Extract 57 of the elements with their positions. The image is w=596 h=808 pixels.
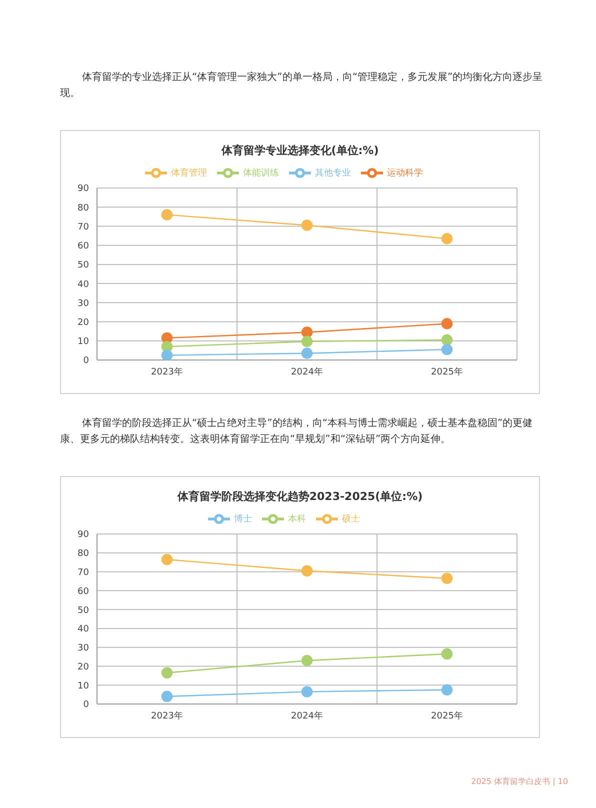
chart-title: 体育留学专业选择变化(单位:%)	[220, 143, 380, 158]
y-tick-label: 70	[78, 568, 90, 578]
point	[301, 686, 313, 698]
y-tick-label: 50	[78, 260, 90, 271]
y-tick-label: 90	[78, 530, 90, 540]
y-tick-label: 90	[78, 184, 90, 194]
point	[161, 350, 173, 360]
point	[161, 690, 173, 702]
legend-label: 其他专业	[315, 168, 351, 178]
point	[301, 348, 313, 359]
legend-label: 硕士	[342, 514, 360, 524]
legend-label: 本科	[288, 514, 306, 524]
y-tick-label: 20	[78, 318, 90, 328]
x-tick-label: 2023年	[151, 710, 183, 722]
text: 体育留学的阶段选择正从“硕士占绝对主导”的结构，向“本科与博士需求崛起，硕士基本盘稳固”的更健康、更多元的梯队结构转变。这表明体育留学正在向“早规划”和“深钻研”两个方向延伸。	[60, 416, 534, 447]
point	[441, 318, 453, 330]
text: 体育留学的专业选择正从“体育管理一家独大”的单一格局，向“管理稳定，多元发展”的均衡化方向逐步呈现。	[60, 70, 544, 101]
legend-label: 体能训练	[243, 168, 279, 178]
y-tick-label: 0	[83, 700, 90, 710]
point	[161, 554, 173, 566]
point	[161, 667, 173, 678]
y-tick-label: 0	[83, 356, 90, 366]
point	[441, 572, 453, 584]
legend-label: 博士	[234, 514, 252, 524]
y-tick-label: 60	[78, 586, 90, 597]
x-tick-label: 2025年	[431, 366, 463, 378]
point	[441, 232, 453, 244]
y-tick-label: 20	[78, 662, 90, 672]
point	[301, 336, 313, 348]
y-tick-label: 10	[78, 681, 90, 692]
y-tick-label: 80	[78, 549, 90, 560]
y-tick-label: 40	[78, 280, 90, 290]
x-tick-label: 2024年	[291, 366, 323, 378]
y-tick-label: 80	[78, 203, 90, 214]
y-tick-label: 70	[78, 222, 90, 232]
y-tick-label: 50	[78, 606, 90, 616]
point	[441, 648, 453, 660]
y-tick-label: 40	[78, 624, 90, 635]
chart-title: 体育留学阶段选择变化趋势2023-2025(单位:%)	[176, 489, 424, 504]
point	[161, 209, 173, 220]
x-tick-label: 2025年	[431, 710, 463, 722]
point	[441, 684, 453, 696]
point	[301, 326, 313, 338]
point	[301, 220, 313, 231]
y-tick-label: 30	[78, 298, 90, 309]
text: 2025 体育留学白皮书 | 10	[470, 776, 568, 787]
legend-label: 体育管理	[171, 168, 207, 178]
point	[301, 565, 313, 576]
y-tick-label: 60	[78, 242, 90, 252]
y-tick-label: 10	[78, 337, 90, 348]
legend-label: 运动科学	[387, 168, 423, 178]
x-tick-label: 2023年	[151, 366, 183, 378]
point	[441, 344, 453, 356]
point	[301, 654, 313, 666]
point	[441, 334, 453, 346]
y-tick-label: 30	[78, 644, 90, 654]
x-tick-label: 2024年	[291, 710, 323, 722]
